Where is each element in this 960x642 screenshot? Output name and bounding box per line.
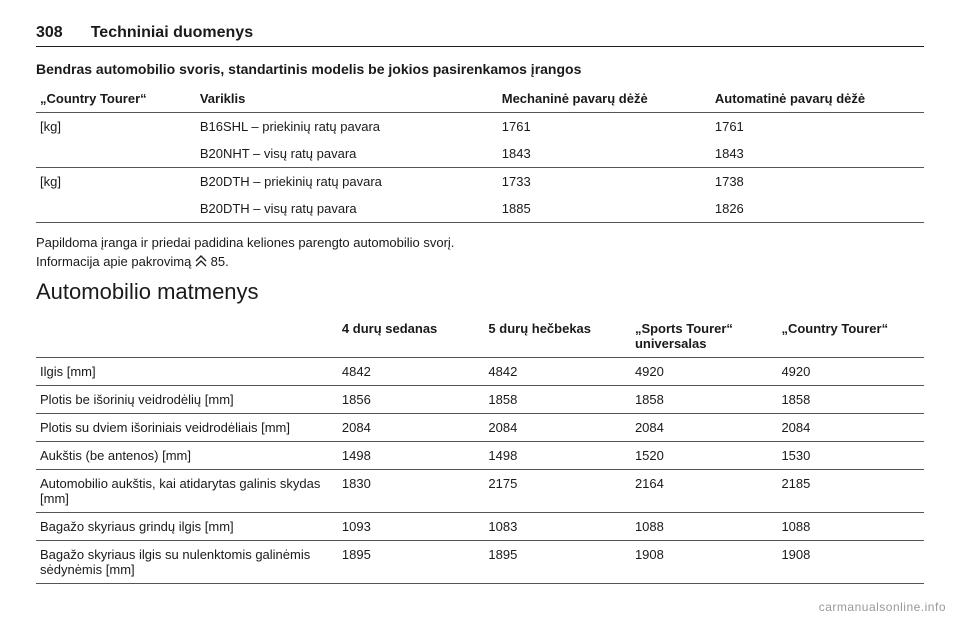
- weight-auto: 1826: [711, 195, 924, 223]
- dimensions-table: 4 durų sedanas5 durų hečbekas„Sports Tou…: [36, 315, 924, 584]
- dims-value: 1858: [631, 386, 778, 414]
- dims-value: 1088: [631, 513, 778, 541]
- dims-value: 2185: [777, 470, 924, 513]
- dims-value: 1908: [631, 541, 778, 584]
- dims-col-header: 4 durų sedanas: [338, 315, 485, 358]
- table-row: Automobilio aukštis, kai atidarytas gali…: [36, 470, 924, 513]
- weight-engine: B20NHT – visų ratų pavara: [196, 140, 498, 168]
- table-row: B20NHT – visų ratų pavara18431843: [36, 140, 924, 168]
- weight-info-ref: 85.: [211, 254, 229, 269]
- dims-col-header: 5 durų hečbekas: [484, 315, 631, 358]
- watermark: carmanualsonline.info: [819, 600, 946, 614]
- weight-auto: 1761: [711, 113, 924, 141]
- dims-row-label: Aukštis (be antenos) [mm]: [36, 442, 338, 470]
- dims-value: 2084: [338, 414, 485, 442]
- dims-value: 1908: [777, 541, 924, 584]
- weight-auto: 1843: [711, 140, 924, 168]
- weight-manual: 1885: [498, 195, 711, 223]
- table-row: Ilgis [mm]4842484249204920: [36, 358, 924, 386]
- dims-value: 2084: [777, 414, 924, 442]
- table-row: Plotis su dviem išoriniais veidrodėliais…: [36, 414, 924, 442]
- weight-manual: 1843: [498, 140, 711, 168]
- dims-value: 2164: [631, 470, 778, 513]
- dims-value: 1858: [484, 386, 631, 414]
- reference-icon: [195, 255, 207, 267]
- dims-value: 1083: [484, 513, 631, 541]
- weight-col-4: Automatinė pavarų dėžė: [711, 85, 924, 113]
- weight-heading: Bendras automobilio svoris, standartinis…: [36, 61, 924, 77]
- dims-value: 1530: [777, 442, 924, 470]
- dims-row-label: Plotis su dviem išoriniais veidrodėliais…: [36, 414, 338, 442]
- weight-col-1: „Country Tourer“: [36, 85, 196, 113]
- table-row: Bagažo skyriaus grindų ilgis [mm]1093108…: [36, 513, 924, 541]
- dims-value: 1498: [338, 442, 485, 470]
- dims-value: 4842: [484, 358, 631, 386]
- dims-value: 1856: [338, 386, 485, 414]
- dimensions-heading: Automobilio matmenys: [36, 279, 924, 305]
- dims-value: 1858: [777, 386, 924, 414]
- table-row: Bagažo skyriaus ilgis su nulenktomis gal…: [36, 541, 924, 584]
- page-header: 308 Techniniai duomenys: [36, 24, 924, 47]
- table-row: Plotis be išorinių veidrodėlių [mm]18561…: [36, 386, 924, 414]
- dims-value: 1520: [631, 442, 778, 470]
- dims-row-label: Automobilio aukštis, kai atidarytas gali…: [36, 470, 338, 513]
- weight-table: „Country Tourer“ Variklis Mechaninė pava…: [36, 85, 924, 223]
- weight-col-3: Mechaninė pavarų dėžė: [498, 85, 711, 113]
- weight-group-label: [36, 140, 196, 168]
- dims-value: 2175: [484, 470, 631, 513]
- weight-info: Informacija apie pakrovimą 85.: [36, 254, 924, 269]
- weight-auto: 1738: [711, 168, 924, 196]
- dims-row-label: Plotis be išorinių veidrodėlių [mm]: [36, 386, 338, 414]
- weight-manual: 1733: [498, 168, 711, 196]
- dims-row-label: Ilgis [mm]: [36, 358, 338, 386]
- dims-value: 1895: [484, 541, 631, 584]
- dims-col-blank: [36, 315, 338, 358]
- weight-note: Papildoma įranga ir priedai padidina kel…: [36, 235, 924, 250]
- weight-engine: B20DTH – visų ratų pavara: [196, 195, 498, 223]
- weight-col-2: Variklis: [196, 85, 498, 113]
- page-title: Techniniai duomenys: [91, 24, 253, 42]
- table-row: [kg]B16SHL – priekinių ratų pavara176117…: [36, 113, 924, 141]
- weight-info-prefix: Informacija apie pakrovimą: [36, 254, 191, 269]
- dims-row-label: Bagažo skyriaus grindų ilgis [mm]: [36, 513, 338, 541]
- weight-engine: B20DTH – priekinių ratų pavara: [196, 168, 498, 196]
- dims-value: 1895: [338, 541, 485, 584]
- dims-row-label: Bagažo skyriaus ilgis su nulenktomis gal…: [36, 541, 338, 584]
- dims-value: 2084: [484, 414, 631, 442]
- dims-value: 1830: [338, 470, 485, 513]
- page-number: 308: [36, 24, 63, 42]
- dims-col-header: „Sports Tourer“ universalas: [631, 315, 778, 358]
- table-row: Aukštis (be antenos) [mm]149814981520153…: [36, 442, 924, 470]
- table-row: B20DTH – visų ratų pavara18851826: [36, 195, 924, 223]
- dims-value: 1498: [484, 442, 631, 470]
- dims-value: 1093: [338, 513, 485, 541]
- weight-engine: B16SHL – priekinių ratų pavara: [196, 113, 498, 141]
- weight-group-label: [kg]: [36, 113, 196, 141]
- weight-group-label: [kg]: [36, 168, 196, 196]
- dims-value: 4920: [631, 358, 778, 386]
- dims-value: 2084: [631, 414, 778, 442]
- weight-group-label: [36, 195, 196, 223]
- dims-value: 4920: [777, 358, 924, 386]
- dims-value: 1088: [777, 513, 924, 541]
- dims-value: 4842: [338, 358, 485, 386]
- weight-manual: 1761: [498, 113, 711, 141]
- table-row: [kg]B20DTH – priekinių ratų pavara173317…: [36, 168, 924, 196]
- dims-col-header: „Country Tourer“: [777, 315, 924, 358]
